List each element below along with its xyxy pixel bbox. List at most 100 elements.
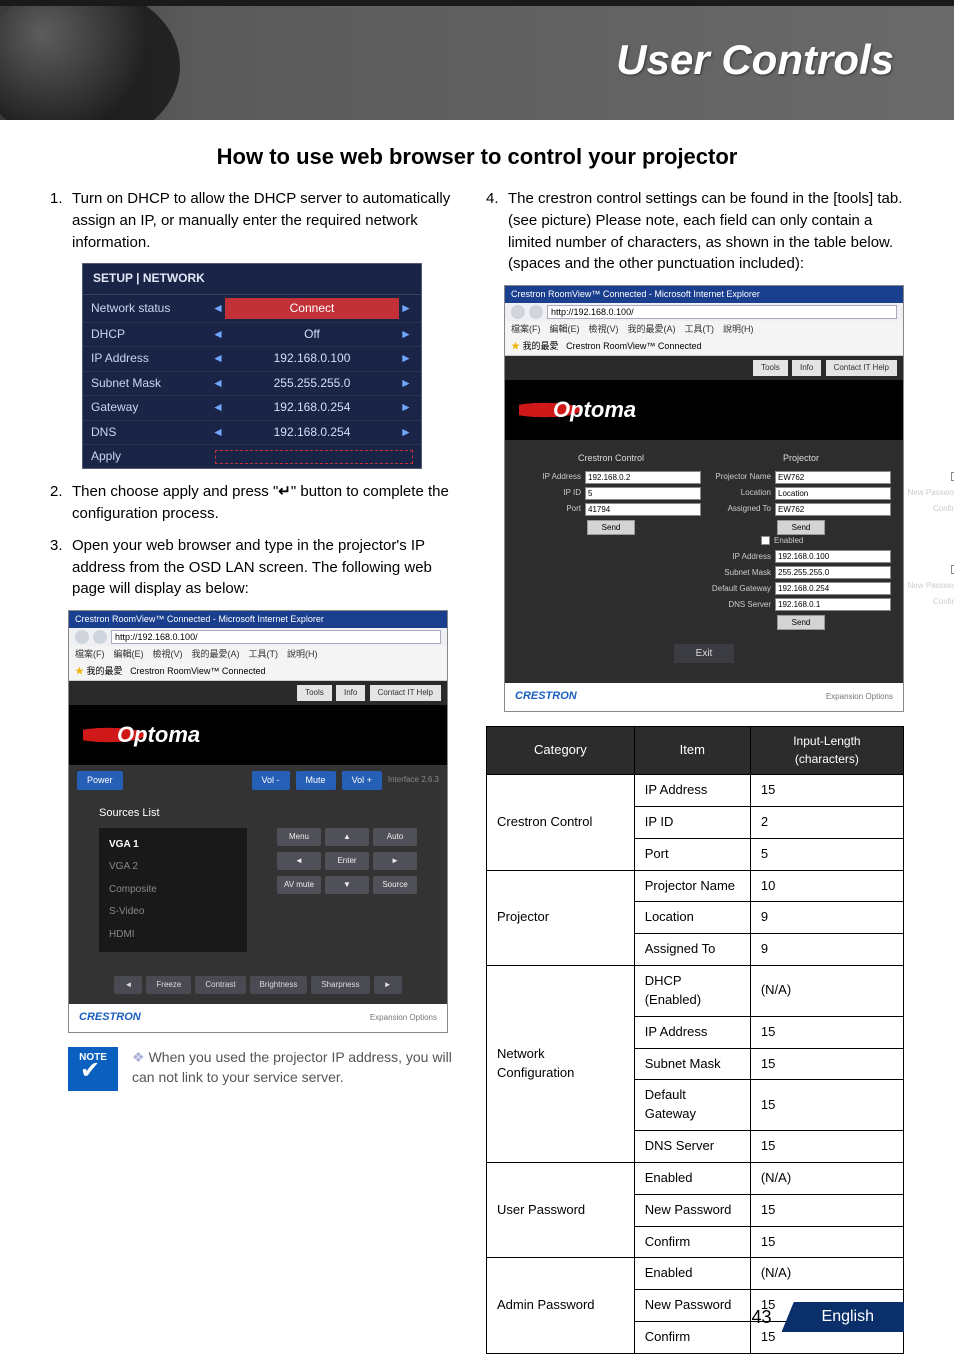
control-bar: Power Vol - Mute Vol + Interface 2.6.3 [69,765,447,796]
nav-button[interactable]: ◄ [277,852,321,870]
osd-value: 192.168.0.100 [225,350,399,367]
mute-button[interactable]: Mute [296,771,336,790]
url-input[interactable] [111,630,441,644]
step-text: Then choose apply and press "↵" button t… [72,481,462,525]
field-input[interactable] [775,503,891,516]
field-label: Subnet Mask [711,567,775,579]
nav-button[interactable]: Enter [325,852,369,870]
left-arrow-icon[interactable]: ◄ [211,375,225,392]
scroll-right-icon[interactable]: ► [374,976,402,994]
send-button[interactable]: Send [777,615,826,630]
osd-row: IP Address◄192.168.0.100► [83,347,421,371]
field-label: New Password [901,580,954,592]
field-input[interactable] [585,471,701,484]
left-arrow-icon[interactable]: ◄ [211,300,225,317]
tab-tools[interactable]: Tools [297,685,332,701]
sources-title: Sources List [99,806,417,822]
bottom-button[interactable]: Freeze [146,976,191,994]
cell-length: (N/A) [750,1162,903,1194]
right-arrow-icon[interactable]: ► [399,300,413,317]
bottom-button[interactable]: Contrast [195,976,245,994]
back-icon[interactable] [511,305,525,319]
source-item[interactable]: S-Video [107,901,239,924]
field-input[interactable] [775,550,891,563]
field-input[interactable] [775,566,891,579]
nav-button[interactable]: Auto [373,828,417,846]
left-arrow-icon[interactable]: ◄ [211,326,225,343]
cell-length: 2 [750,806,903,838]
field-label: Assigned To [711,503,775,515]
forward-icon[interactable] [529,305,543,319]
left-column: 1. Turn on DHCP to allow the DHCP server… [50,188,462,1354]
send-button[interactable]: Send [587,520,636,535]
vol-down-button[interactable]: Vol - [252,771,290,790]
source-item[interactable]: VGA 1 [107,834,239,857]
field-input[interactable] [775,487,891,500]
left-arrow-icon[interactable]: ◄ [211,399,225,416]
field-input[interactable] [775,582,891,595]
tab-tools[interactable]: Tools [753,360,788,376]
right-arrow-icon[interactable]: ► [399,399,413,416]
bottom-button[interactable]: Sharpness [311,976,369,994]
tools-column: ProjectorProjector NameLocationAssigned … [711,452,891,631]
nav-button[interactable]: ▲ [325,828,369,846]
page-footer: 43 English [751,1302,904,1332]
osd-label: Network status [91,300,211,317]
enabled-checkbox[interactable]: Enabled [761,535,891,547]
send-button[interactable]: Send [777,520,826,535]
cell-item: Location [634,902,750,934]
source-item[interactable]: Composite [107,879,239,902]
expansion-link[interactable]: Expansion Options [826,691,893,703]
osd-network-panel: SETUP | NETWORK Network status◄Connect►D… [82,263,422,469]
ie-titlebar: Crestron RoomView™ Connected - Microsoft… [69,611,447,628]
osd-row: DHCP◄Off► [83,323,421,347]
table-row: Network ConfigurationDHCP (Enabled)(N/A) [487,966,904,1017]
url-input[interactable] [547,305,897,319]
table-row: ProjectorProjector Name10 [487,870,904,902]
osd-apply-box[interactable] [215,450,413,464]
nav-button[interactable]: AV mute [277,876,321,894]
osd-label: IP Address [91,350,211,367]
osd-value: Off [225,326,399,343]
nav-button[interactable]: Menu [277,828,321,846]
th-length: Input-Length (characters) [750,727,903,775]
field-input[interactable] [585,503,701,516]
steps-left: 1. Turn on DHCP to allow the DHCP server… [50,188,462,253]
source-item[interactable]: VGA 2 [107,856,239,879]
left-arrow-icon[interactable]: ◄ [211,350,225,367]
char-limit-table: Category Item Input-Length (characters) … [486,726,904,1354]
exit-button[interactable]: Exit [674,644,735,663]
back-icon[interactable] [75,630,89,644]
right-arrow-icon[interactable]: ► [399,326,413,343]
expansion-link[interactable]: Expansion Options [370,1012,437,1024]
forward-icon[interactable] [93,630,107,644]
bottom-button[interactable]: Brightness [250,976,308,994]
right-arrow-icon[interactable]: ► [399,375,413,392]
left-arrow-icon[interactable]: ◄ [211,424,225,441]
nav-button[interactable]: Source [373,876,417,894]
vol-up-button[interactable]: Vol + [342,771,382,790]
power-button[interactable]: Power [77,771,123,790]
osd-value: 192.168.0.254 [225,424,399,441]
tab-contact[interactable]: Contact IT Help [826,360,897,376]
nav-button[interactable]: ► [373,852,417,870]
source-item[interactable]: HDMI [107,924,239,947]
field-input[interactable] [585,487,701,500]
tab-contact[interactable]: Contact IT Help [370,685,441,701]
cell-category: Crestron Control [487,774,635,870]
header-banner: User Controls [0,0,954,120]
cell-item: Confirm [634,1226,750,1258]
tab-info[interactable]: Info [336,685,365,701]
nav-button-grid: Menu▲Auto ◄Enter► AV mute▼Source [277,828,417,953]
ie-favorites: ★ 我的最愛 Crestron RoomView™ Connected [505,338,903,356]
right-arrow-icon[interactable]: ► [399,350,413,367]
field-input[interactable] [775,471,891,484]
right-arrow-icon[interactable]: ► [399,424,413,441]
tab-info[interactable]: Info [792,360,821,376]
cell-item: IP Address [634,774,750,806]
nav-button[interactable]: ▼ [325,876,369,894]
step-number: 4. [486,188,508,275]
scroll-left-icon[interactable]: ◄ [114,976,142,994]
field-input[interactable] [775,598,891,611]
osd-label: Gateway [91,399,211,416]
